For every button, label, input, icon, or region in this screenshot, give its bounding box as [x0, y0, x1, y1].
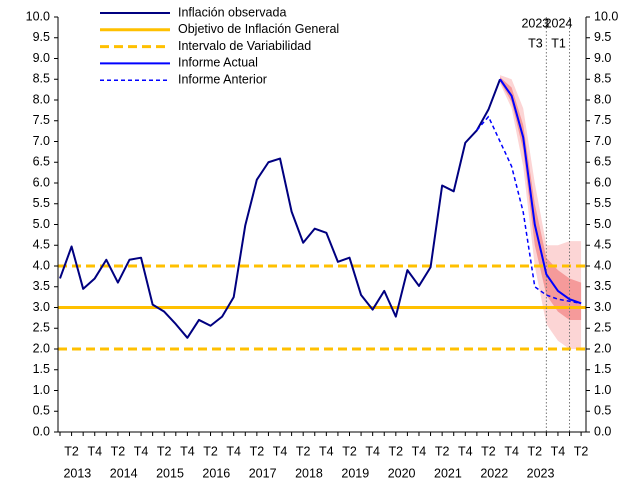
annotation-year: 2023 — [521, 16, 549, 30]
x-tick-label: T2 — [527, 444, 542, 458]
annotation-year: 2024 — [545, 16, 573, 30]
x-tick-label: T4 — [273, 444, 288, 458]
legend-label: Intervalo de Variabilidad — [178, 39, 311, 53]
year-label: 2021 — [434, 466, 462, 480]
y-tick-label: 5.0 — [33, 217, 50, 231]
x-tick-label: T4 — [87, 444, 102, 458]
x-tick-label: T2 — [203, 444, 218, 458]
y2-tick-label: 8.0 — [594, 92, 611, 106]
y-tick-label: 3.0 — [33, 300, 50, 314]
year-label: 2017 — [249, 466, 277, 480]
year-label: 2018 — [295, 466, 323, 480]
y-tick-label: 7.5 — [33, 113, 50, 127]
x-tick-label: T4 — [412, 444, 427, 458]
y-tick-label: 4.0 — [33, 258, 50, 272]
x-tick-label: T2 — [296, 444, 311, 458]
x-tick-label: T2 — [64, 444, 79, 458]
y2-tick-label: 5.5 — [594, 196, 611, 210]
year-label: 2013 — [63, 466, 91, 480]
y2-tick-label: 3.5 — [594, 279, 611, 293]
legend-label: Informe Actual — [178, 56, 258, 70]
x-tick-label: T4 — [551, 444, 566, 458]
x-tick-label: T4 — [365, 444, 380, 458]
x-tick-label: T2 — [389, 444, 404, 458]
y2-tick-label: 7.0 — [594, 134, 611, 148]
x-tick-label: T4 — [458, 444, 473, 458]
legend-label: Objetivo de Inflación General — [178, 22, 339, 36]
y2-tick-label: 2.5 — [594, 321, 611, 335]
year-label: 2016 — [202, 466, 230, 480]
y-tick-label: 0.5 — [33, 404, 50, 418]
year-label: 2019 — [341, 466, 369, 480]
x-tick-label: T2 — [250, 444, 265, 458]
y-tick-label: 0.0 — [33, 424, 50, 438]
y-tick-label: 1.0 — [33, 383, 50, 397]
y2-tick-label: 6.5 — [594, 155, 611, 169]
y2-tick-label: 0.0 — [594, 424, 611, 438]
year-label: 2020 — [388, 466, 416, 480]
y-tick-label: 2.5 — [33, 321, 50, 335]
y2-tick-label: 8.5 — [594, 72, 611, 86]
x-tick-label: T4 — [319, 444, 334, 458]
y2-tick-label: 10.0 — [594, 9, 618, 23]
fan-band — [500, 77, 582, 320]
y-tick-label: 8.0 — [33, 92, 50, 106]
x-tick-label: T2 — [435, 444, 450, 458]
y2-tick-label: 6.0 — [594, 175, 611, 189]
year-label: 2014 — [110, 466, 138, 480]
x-tick-label: T2 — [111, 444, 126, 458]
year-label: 2022 — [480, 466, 508, 480]
y2-tick-label: 9.0 — [594, 51, 611, 65]
x-tick-label: T2 — [574, 444, 589, 458]
year-label: 2015 — [156, 466, 184, 480]
x-tick-label: T2 — [342, 444, 357, 458]
series-line — [499, 78, 582, 305]
y2-tick-label: 1.5 — [594, 362, 611, 376]
series-line — [476, 115, 582, 305]
x-tick-label: T2 — [157, 444, 172, 458]
y2-tick-label: 3.0 — [594, 300, 611, 314]
y2-tick-label: 7.5 — [594, 113, 611, 127]
x-tick-label: T4 — [504, 444, 519, 458]
y-tick-label: 2.0 — [33, 341, 50, 355]
y-tick-label: 4.5 — [33, 238, 50, 252]
y2-tick-label: 4.0 — [594, 258, 611, 272]
y2-tick-label: 9.5 — [594, 30, 611, 44]
y2-tick-label: 4.5 — [594, 238, 611, 252]
y-tick-label: 9.0 — [33, 51, 50, 65]
y-tick-label: 9.5 — [33, 30, 50, 44]
x-tick-label: T4 — [226, 444, 241, 458]
y2-tick-label: 5.0 — [594, 217, 611, 231]
y-tick-label: 7.0 — [33, 134, 50, 148]
y-tick-label: 1.5 — [33, 362, 50, 376]
annotation-quarter: T1 — [551, 36, 566, 50]
x-tick-label: T4 — [180, 444, 195, 458]
legend-label: Inflación observada — [178, 5, 286, 19]
y-tick-label: 6.5 — [33, 155, 50, 169]
y-tick-label: 10.0 — [26, 9, 50, 23]
y-tick-label: 6.0 — [33, 175, 50, 189]
x-tick-label: T2 — [481, 444, 496, 458]
y2-tick-label: 2.0 — [594, 341, 611, 355]
y2-tick-label: 0.5 — [594, 404, 611, 418]
year-label: 2023 — [527, 466, 555, 480]
y2-tick-label: 1.0 — [594, 383, 611, 397]
series-line — [59, 78, 501, 339]
annotation-quarter: T3 — [528, 36, 543, 50]
y-tick-label: 3.5 — [33, 279, 50, 293]
y-tick-label: 5.5 — [33, 196, 50, 210]
y-tick-label: 8.5 — [33, 72, 50, 86]
legend-label: Informe Anterior — [178, 72, 267, 86]
x-tick-label: T4 — [134, 444, 149, 458]
